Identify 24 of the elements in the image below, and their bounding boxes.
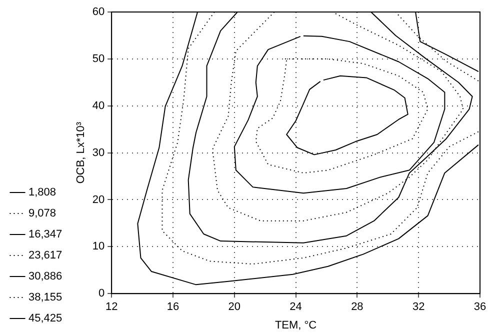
legend-label: 45,425 [28, 312, 62, 325]
legend-label: 16,347 [28, 228, 62, 241]
y-tick-label: 10 [92, 240, 105, 253]
x-axis-title: ТЕМ, °C [274, 319, 317, 332]
legend-label: 38,155 [28, 292, 62, 304]
y-tick-label: 20 [92, 194, 105, 206]
x-tick-label: 36 [474, 301, 486, 314]
y-axis-title: ОСВ, Lx*10³ [74, 122, 87, 184]
x-tick-label: 24 [290, 301, 302, 314]
y-tick-label: 40 [92, 100, 105, 112]
y-tick-label: 50 [92, 52, 105, 65]
x-tick-label: 12 [105, 301, 118, 314]
line-series [255, 58, 428, 174]
legend-label: 30,886 [28, 270, 62, 283]
legend-label: 1,808 [28, 186, 56, 199]
x-tick-label: 28 [351, 301, 364, 314]
x-tick-label: 20 [228, 301, 241, 314]
x-tick-label: 32 [412, 301, 425, 314]
legend-label: 9,078 [28, 208, 56, 220]
y-tick-label: 30 [92, 146, 105, 159]
legend-label: 23,617 [28, 250, 62, 262]
x-tick-label: 16 [166, 301, 180, 314]
y-tick-label: 0 [98, 288, 105, 300]
y-tick-label: 60 [92, 6, 105, 18]
